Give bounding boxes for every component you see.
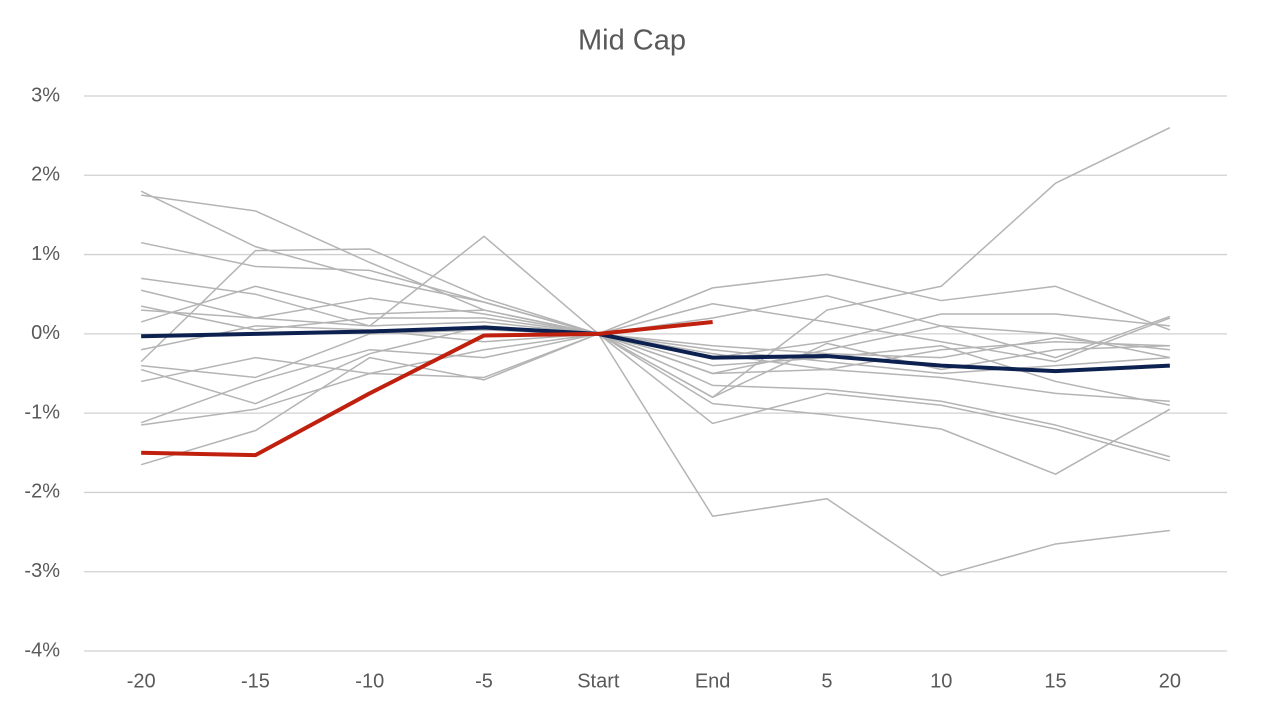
series-line	[140, 333, 1170, 399]
x-tick-label: -5	[475, 670, 493, 692]
series-line	[141, 194, 1171, 335]
series-line	[140, 305, 1170, 359]
chart-title: Mid Cap	[578, 25, 686, 57]
y-tick-label: -1%	[24, 401, 60, 423]
series-line	[140, 285, 1171, 375]
x-tick-label: 10	[930, 670, 952, 692]
series-line	[140, 241, 1170, 577]
series-line	[141, 333, 1171, 475]
y-tick-label: -3%	[24, 560, 60, 582]
y-tick-label: 2%	[31, 164, 60, 186]
y-tick-label: -2%	[24, 481, 60, 503]
x-tick-label: 15	[1044, 670, 1066, 692]
series-line	[141, 325, 1170, 374]
series-line	[140, 333, 1171, 466]
x-tick-label: End	[695, 670, 731, 692]
series-line	[140, 325, 1171, 406]
series-line	[141, 235, 1171, 363]
y-tick-label: 0%	[31, 322, 60, 344]
x-tick-label: Start	[577, 670, 620, 692]
y-tick-label: -4%	[24, 639, 60, 661]
x-tick-label: 20	[1159, 670, 1181, 692]
y-tick-label: 3%	[31, 84, 60, 106]
series-line	[140, 248, 1171, 462]
x-tick-label: 5	[821, 670, 832, 692]
x-tick-label: -10	[355, 670, 384, 692]
series-line	[141, 319, 713, 458]
y-tick-label: 1%	[31, 243, 60, 265]
x-tick-label: -20	[127, 670, 156, 692]
x-tick-label: -15	[241, 670, 270, 692]
